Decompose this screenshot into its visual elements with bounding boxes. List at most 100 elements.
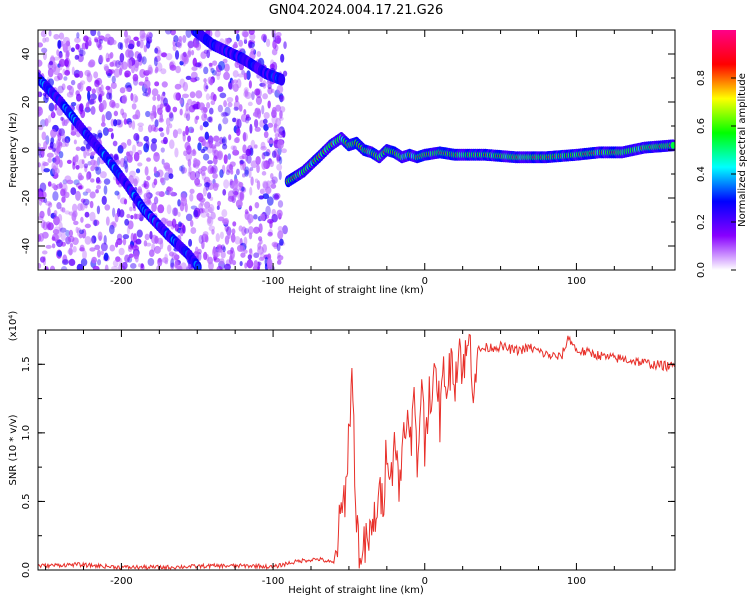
spectrogram-speckle [277,200,284,208]
spectrogram-ridges [38,30,675,270]
spectrogram-speckle [156,169,164,178]
spectrogram-speckle [38,146,42,156]
spectrogram-speckle [76,93,82,102]
spectrogram-speckle [153,126,159,133]
spectrogram-speckle [267,139,275,144]
y-tick-label: -20 [21,190,32,206]
spectrogram-speckle [54,226,61,232]
spectrogram-speckle [105,110,112,121]
spectrogram-speckle [269,63,275,70]
spectrogram-speckle [187,50,192,58]
spectrogram-speckle [261,171,267,176]
spectrogram-speckle [84,236,92,245]
snr-series-line [38,333,675,570]
spectrogram-speckle [70,79,76,86]
spectrogram-speckle [261,160,267,170]
spectrogram-speckle [126,151,130,160]
spectrogram-speckle [216,73,221,81]
spectrogram-speckle [95,189,99,194]
spectrogram-speckle [228,164,233,171]
spectrogram-speckle [109,61,115,67]
spectrogram-speckle [131,120,136,130]
spectrogram-speckle [47,181,52,187]
spectrogram-speckle [182,35,187,44]
spectrogram-speckle [232,83,239,92]
spectrogram-speckle [246,154,252,164]
spectrogram-speckle [116,233,123,241]
spectrogram-speckle [85,40,89,50]
spectrogram-speckle [103,185,108,195]
spectrogram-speckle [210,211,216,220]
ridge-2-mid [670,141,675,149]
spectrogram-speckle [253,226,260,234]
spectrogram-speckle [217,200,221,207]
spectrogram-speckle [45,36,50,43]
spectrogram-speckle [248,80,252,89]
spectrogram-speckle [262,181,269,191]
spectrogram-speckle [79,244,85,251]
spectrogram-speckle [40,148,45,158]
spectrogram-speckle [78,232,83,239]
spectrogram-speckle [253,252,260,259]
spectrogram-speckle [279,106,286,113]
y-tick-label: 1.5 [21,356,32,372]
spectrogram-speckle [150,142,157,152]
spectrogram-speckle [109,99,116,108]
spectrogram-speckle [125,87,132,93]
spectrogram-speckle [245,148,252,157]
spectrogram-speckle [183,55,189,63]
spectrogram-speckle [120,108,125,116]
spectrogram-speckle [235,168,240,176]
spectrogram-speckle [218,61,225,71]
spectrogram-speckle [217,248,223,254]
spectrogram-speckle [94,166,99,171]
spectrogram-speckle [64,175,72,183]
spectrogram-speckle [82,250,87,260]
spectrogram-speckle [67,235,75,243]
spectrogram-speckle [54,229,62,239]
spectrogram-speckle [185,102,189,112]
spectrogram-speckle [38,59,43,67]
spectrogram-speckle [159,132,165,138]
spectrogram-speckle [115,59,121,69]
spectrogram-speckle [122,237,127,246]
spectrogram-speckle [57,250,63,257]
spectrogram-speckle [39,256,46,263]
spectrogram-speckle [242,132,248,142]
spectrogram-speckle [136,229,143,238]
spectrogram-speckle [126,138,132,146]
spectrogram-speckle [155,191,162,196]
spectrogram-speckle [247,101,253,107]
spectrogram-speckle [242,131,247,142]
spectrogram-speckle [127,43,135,50]
spectrogram-speckle [187,40,195,49]
spectrogram-speckle [56,202,62,210]
spectrogram-speckle [60,188,66,197]
spectrogram-speckle [57,72,63,81]
spectrogram-speckle [193,40,200,48]
spectrogram-speckle [198,102,205,111]
spectrogram-speckle [62,43,68,53]
spectrogram-speckle [145,110,151,118]
spectrogram-speckle [179,108,183,116]
spectrogram-speckle [78,184,84,190]
spectrogram-speckle [53,56,60,61]
spectrogram-speckle [58,128,65,137]
snr-panel: -200 -100 0 100 0.0 0.5 1.0 1.5 Height of stra… [8,311,676,596]
spectrogram-speckle [186,113,191,121]
spectrogram-speckle [47,67,54,78]
spectrogram-speckle [249,123,253,134]
spectrogram-speckle [38,162,41,168]
spectrogram-speckle [42,221,49,231]
spectrogram-speckle [84,223,91,229]
snr-y-ticks: 0.0 0.5 1.0 1.5 [21,329,675,578]
spectrogram-speckle [201,240,205,250]
spectrogram-speckle [52,165,57,176]
spectrogram-speckle [239,191,245,202]
spectrogram-speckle [273,194,280,201]
spectrogram-speckle [219,92,227,99]
spectrogram-speckle [123,160,128,170]
spectrogram-speckle [163,97,168,107]
spectrogram-speckle [147,257,155,267]
spectrogram-speckle [51,110,55,118]
